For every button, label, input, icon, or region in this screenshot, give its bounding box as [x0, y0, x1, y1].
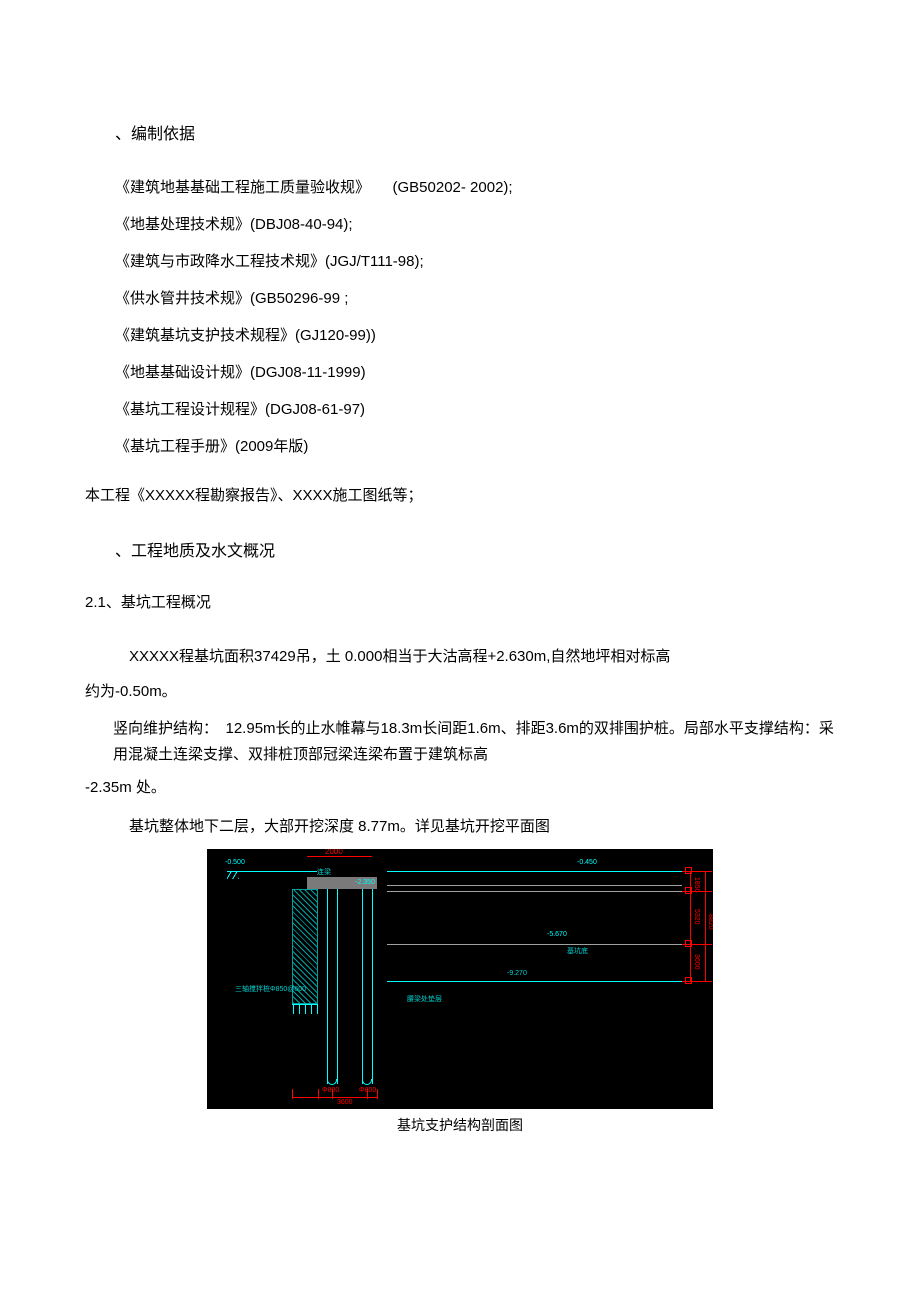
elev-label: -5.670 [547, 931, 567, 938]
diagram-caption: 基坑支护结构剖面图 [397, 1115, 523, 1135]
paragraph: -2.35m 处。 [85, 771, 835, 804]
ref-item: 《建筑地基基础工程施工质量验收规》 (GB50202- 2002); [85, 176, 835, 197]
ref-final: 本工程《XXXXX程勘察报告》、XXXX施工图纸等； [85, 484, 835, 505]
elev-label: -0.500 [225, 859, 245, 866]
ref-item: 《地基处理技术规》(DBJ08-40-94); [85, 213, 835, 234]
ref-item: 《基坑工程手册》(2009年版) [85, 435, 835, 456]
dim-label: 1850 [693, 877, 700, 893]
paragraph: XXXXX程基坑面积37429吊，土 0.000相当于大沽高程+2.630m,自… [85, 640, 835, 673]
diagram-container: -0.500 -0.450 连梁 -2.350 -5.670 -9.270 基坑… [85, 849, 835, 1135]
paragraph: 竖向维护结构： 12.95m长的止水帷幕与18.3m长间距1.6m、排距3.6m… [85, 716, 835, 769]
dim-label: 3600 [693, 954, 700, 970]
label: 基坑底 [567, 946, 588, 956]
ref-item: 《建筑与市政降水工程技术规》(JGJ/T111-98); [85, 250, 835, 271]
ref-item: 《建筑基坑支护技术规程》(GJ120-99)) [85, 324, 835, 345]
pile-label: 三轴搅拌桩Φ850@600 [235, 984, 306, 994]
foundation-section-diagram: -0.500 -0.450 连梁 -2.350 -5.670 -9.270 基坑… [207, 849, 713, 1109]
ref-item: 《地基基础设计规》(DGJ08-11-1999) [85, 361, 835, 382]
subsection-heading: 2.1、基坑工程概况 [85, 591, 835, 612]
cap-label: 腰梁处垫层 [407, 994, 442, 1004]
ref-item: 《基坑工程设计规程》(DGJ08-61-97) [85, 398, 835, 419]
section-1-title: 、编制依据 [85, 120, 835, 144]
dim-label: Φ800 [359, 1087, 376, 1094]
dim-label: 3600 [337, 1099, 353, 1106]
elev-label: -0.450 [577, 859, 597, 866]
dim-label: Φ800 [322, 1087, 339, 1094]
elev-label: -9.270 [507, 970, 527, 977]
elev-label: -2.350 [355, 879, 375, 886]
paragraph: 基坑整体地下二层，大部开挖深度 8.77m。详见基坑开挖平面图 [85, 810, 835, 843]
reference-list: 《建筑地基基础工程施工质量验收规》 (GB50202- 2002); 《地基处理… [85, 176, 835, 456]
dim-label: 8820 [707, 914, 713, 930]
dim-label: 2000 [325, 849, 343, 856]
beam-label: 连梁 [317, 867, 331, 877]
paragraph: 约为-0.50m。 [85, 675, 835, 708]
dim-label: 5320 [693, 909, 700, 925]
section-2-title: 、工程地质及水文概况 [85, 537, 835, 561]
ref-item: 《供水管井技术规》(GB50296-99 ; [85, 287, 835, 308]
